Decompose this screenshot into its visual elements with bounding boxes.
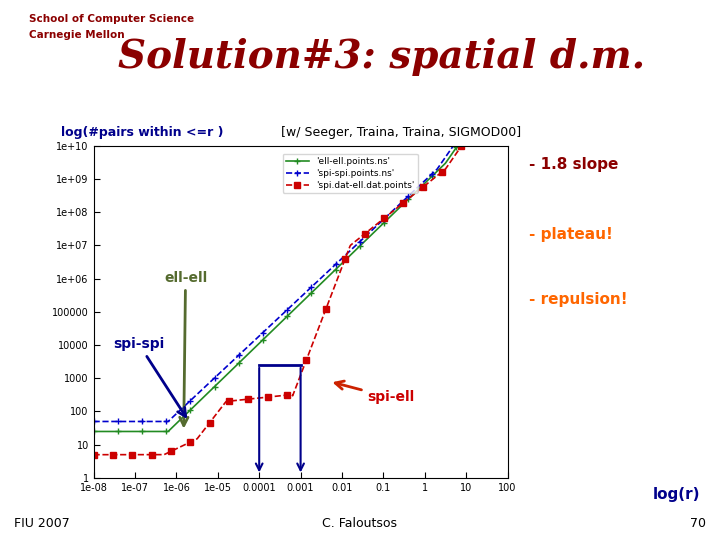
Legend: 'ell-ell.points.ns', 'spi-spi.points.ns', 'spi.dat-ell.dat.points': 'ell-ell.points.ns', 'spi-spi.points.ns'… — [282, 154, 418, 193]
Text: Solution#3: spatial d.m.: Solution#3: spatial d.m. — [118, 38, 645, 76]
Line: 'ell-ell.points.ns': 'ell-ell.points.ns' — [90, 70, 511, 435]
'ell-ell.points.ns' — [401, 199, 410, 205]
'ell-ell.points.ns' — [333, 264, 342, 271]
Text: log(r): log(r) — [653, 487, 701, 502]
'spi-spi.points.ns' — [333, 259, 342, 266]
'spi-spi.points.ns' — [89, 418, 98, 425]
'spi-spi.points.ns' — [163, 418, 171, 425]
'ell-ell.points.ns' — [366, 233, 374, 239]
'spi.dat-ell.dat.points' — [196, 432, 204, 438]
Text: C. Faloutsos: C. Faloutsos — [323, 517, 397, 530]
'spi-spi.points.ns' — [276, 313, 285, 319]
'spi.dat-ell.dat.points' — [401, 198, 410, 205]
Text: 70: 70 — [690, 517, 706, 530]
Text: School of Computer Science: School of Computer Science — [29, 14, 194, 24]
Text: Carnegie Mellon: Carnegie Mellon — [29, 30, 125, 40]
Text: FIU 2007: FIU 2007 — [14, 517, 70, 530]
'spi.dat-ell.dat.points' — [333, 275, 342, 282]
Line: 'spi.dat-ell.dat.points': 'spi.dat-ell.dat.points' — [91, 77, 510, 457]
Text: ell-ell: ell-ell — [164, 271, 207, 426]
Text: log(#pairs within <=r ): log(#pairs within <=r ) — [61, 126, 224, 139]
'spi.dat-ell.dat.points' — [276, 393, 285, 399]
'ell-ell.points.ns' — [503, 70, 512, 77]
'spi.dat-ell.dat.points' — [163, 450, 171, 456]
'spi-spi.points.ns' — [401, 195, 410, 202]
Text: - plateau!: - plateau! — [529, 227, 613, 242]
Text: spi-ell: spi-ell — [336, 381, 414, 404]
'ell-ell.points.ns' — [163, 428, 171, 435]
'ell-ell.points.ns' — [196, 397, 204, 404]
'spi.dat-ell.dat.points' — [366, 226, 374, 233]
'spi-spi.points.ns' — [503, 64, 512, 71]
Text: [w/ Seeger, Traina, Traina, SIGMOD00]: [w/ Seeger, Traina, Traina, SIGMOD00] — [281, 126, 521, 139]
'spi.dat-ell.dat.points' — [503, 76, 512, 83]
Text: spi-spi: spi-spi — [113, 338, 186, 416]
Line: 'spi-spi.points.ns': 'spi-spi.points.ns' — [90, 64, 511, 425]
'ell-ell.points.ns' — [89, 428, 98, 435]
'spi-spi.points.ns' — [196, 388, 204, 395]
'spi.dat-ell.dat.points' — [89, 451, 98, 458]
Text: - repulsion!: - repulsion! — [529, 292, 628, 307]
Text: - 1.8 slope: - 1.8 slope — [529, 157, 618, 172]
'spi-spi.points.ns' — [366, 229, 374, 235]
'ell-ell.points.ns' — [276, 319, 285, 326]
